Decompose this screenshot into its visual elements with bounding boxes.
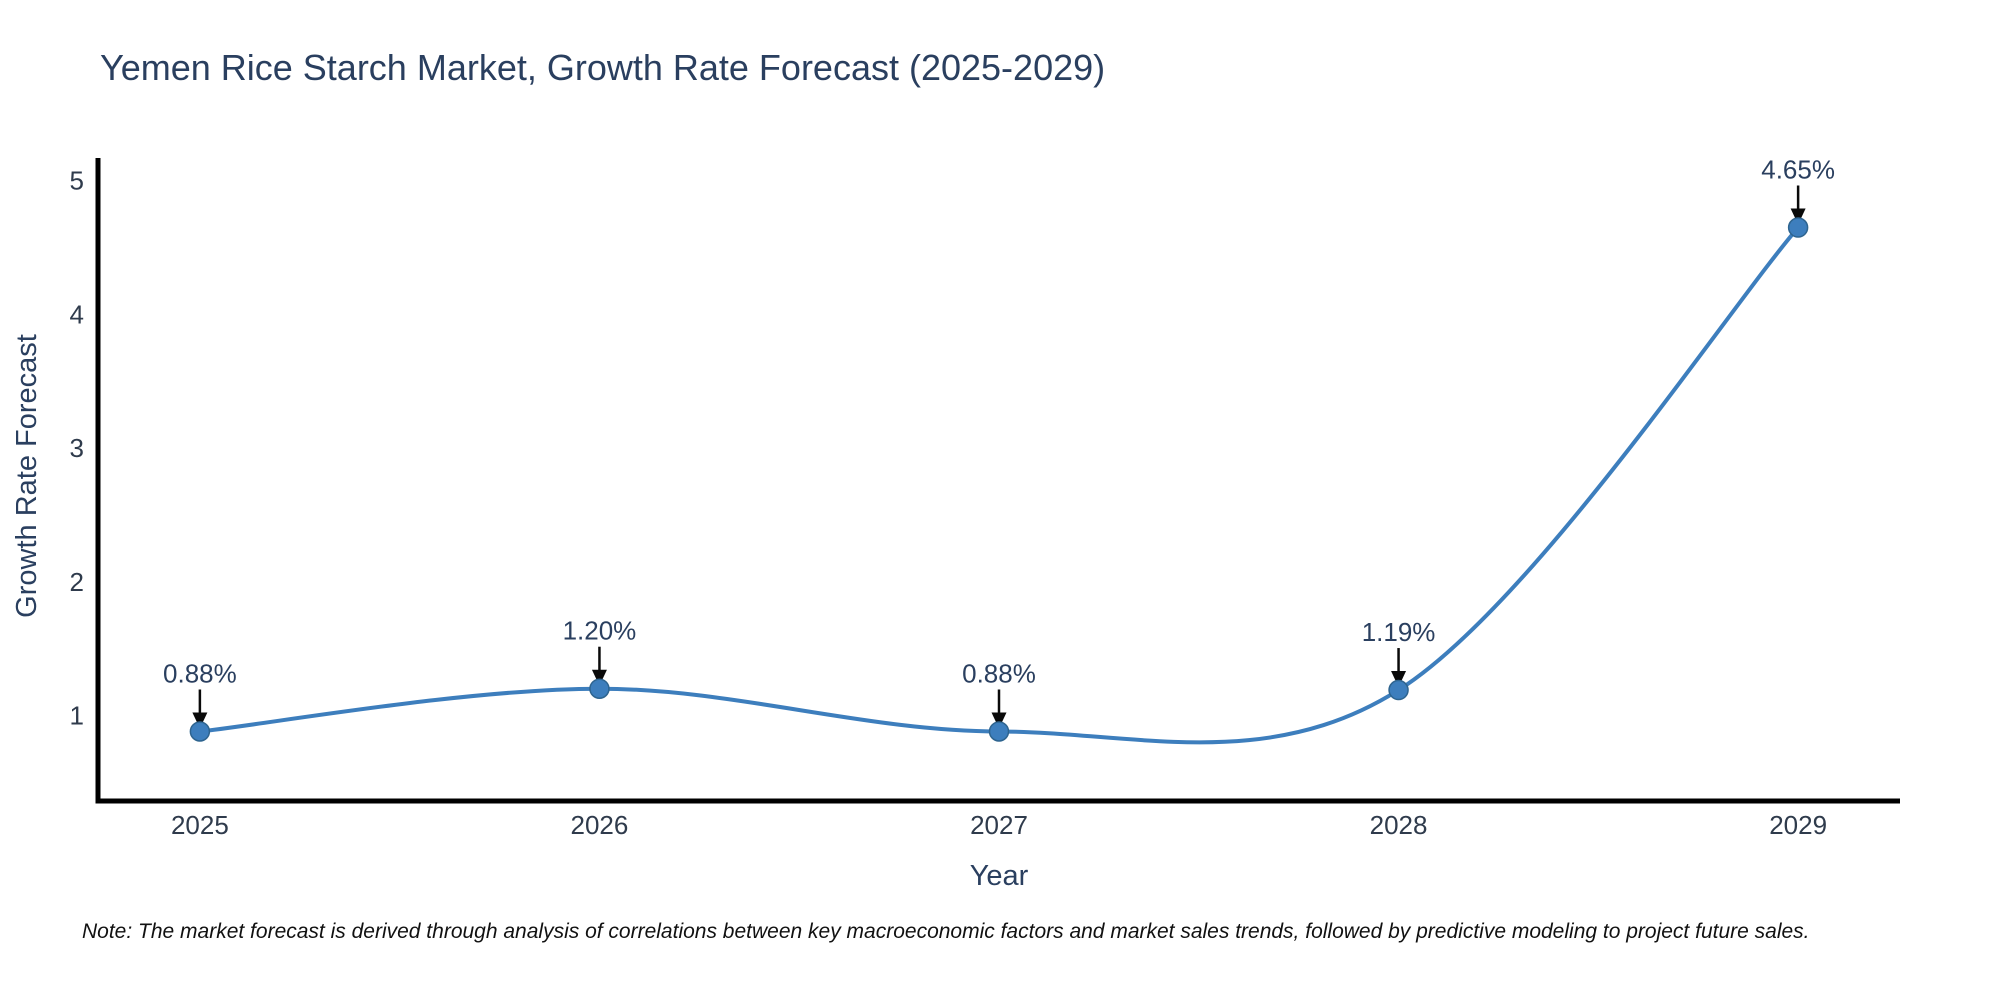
data-point-marker xyxy=(589,678,610,699)
x-tick-label: 2028 xyxy=(1370,810,1428,840)
data-point-marker xyxy=(988,721,1010,742)
forecast-line xyxy=(197,225,1801,745)
y-tick-label: 4 xyxy=(70,299,84,329)
annotation-arrowhead-icon xyxy=(591,669,607,686)
data-point-marker xyxy=(1787,217,1809,238)
plot-area: 1 2 3 4 5 2025 2026 2027 2028 2029 0.88% 1.20% 0.88%… xyxy=(70,155,1900,840)
x-tick-label: 2029 xyxy=(1769,810,1827,840)
data-point-label: 4.65% xyxy=(1761,155,1835,185)
footnote: Note: The market forecast is derived thr… xyxy=(82,920,1810,943)
annotation-arrowhead-icon xyxy=(1790,208,1806,225)
y-tick-label: 2 xyxy=(70,567,84,597)
y-tick-label: 1 xyxy=(70,700,84,730)
data-point-marker xyxy=(189,721,211,742)
annotation-arrowhead-icon xyxy=(192,712,208,729)
data-point-marker xyxy=(1388,679,1409,701)
x-tick-label: 2025 xyxy=(171,810,229,840)
data-point-label: 1.19% xyxy=(1362,617,1436,647)
y-tick-label: 3 xyxy=(70,433,84,463)
x-axis-title: Year xyxy=(970,860,1029,892)
annotation-arrowhead-icon xyxy=(1391,671,1407,688)
x-tick-label: 2026 xyxy=(571,810,629,840)
data-point-label: 0.88% xyxy=(163,658,237,688)
data-point-label: 1.20% xyxy=(563,616,637,646)
data-point-label: 0.88% xyxy=(962,658,1036,688)
x-tick-label: 2027 xyxy=(970,810,1028,840)
chart-title: Yemen Rice Starch Market, Growth Rate Fo… xyxy=(100,47,1105,88)
annotation-arrowhead-icon xyxy=(991,712,1007,729)
y-tick-label: 5 xyxy=(70,166,84,196)
y-axis-title: Growth Rate Forecast xyxy=(11,334,43,618)
